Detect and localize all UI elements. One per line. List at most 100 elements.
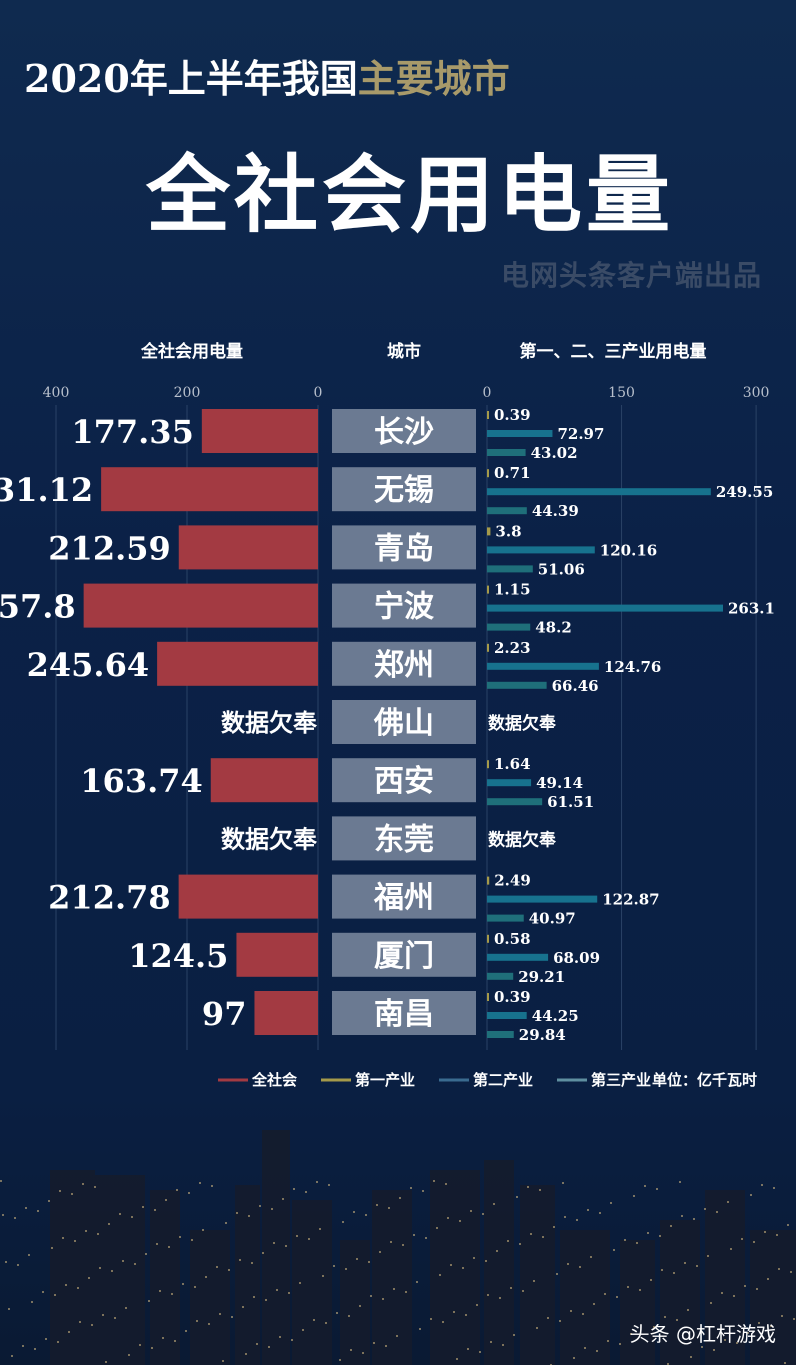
city-light bbox=[71, 1193, 73, 1195]
city-light bbox=[659, 1235, 661, 1237]
total-value-label: 97 bbox=[202, 995, 247, 1033]
city-light bbox=[527, 1186, 529, 1188]
city-light bbox=[333, 1265, 335, 1267]
city-light bbox=[176, 1189, 178, 1191]
title-highlight: 主要城市 bbox=[357, 56, 510, 101]
industry-bar bbox=[487, 488, 711, 496]
city-light bbox=[131, 1216, 133, 1218]
city-light bbox=[502, 1344, 504, 1346]
city-light bbox=[644, 1185, 646, 1187]
city-light bbox=[647, 1232, 649, 1234]
city-light bbox=[778, 1268, 780, 1270]
city-light bbox=[79, 1321, 81, 1323]
city-light bbox=[54, 1294, 56, 1296]
city-light bbox=[365, 1214, 367, 1216]
city-light bbox=[251, 1262, 253, 1264]
city-light bbox=[108, 1223, 110, 1225]
city-light bbox=[348, 1315, 350, 1317]
city-box bbox=[332, 641, 476, 686]
total-value-label: 124.5 bbox=[128, 937, 228, 975]
legend-label: 全社会 bbox=[251, 1071, 297, 1089]
city-light bbox=[91, 1324, 93, 1326]
industry-bar bbox=[487, 469, 489, 478]
city-light bbox=[273, 1242, 275, 1244]
total-value-label: 357.8 bbox=[0, 588, 76, 626]
city-light bbox=[624, 1239, 626, 1241]
city-light bbox=[373, 1342, 375, 1344]
industry-bar bbox=[487, 760, 489, 769]
legend-label: 第二产业 bbox=[473, 1071, 533, 1089]
missing-label: 数据欠奉 bbox=[221, 708, 318, 737]
industry-bar bbox=[487, 895, 598, 903]
city-light bbox=[710, 1302, 712, 1304]
industry-value-label: 0.39 bbox=[494, 988, 531, 1006]
city-light bbox=[122, 1260, 124, 1262]
missing-label: 数据欠奉 bbox=[488, 829, 557, 850]
city-light bbox=[556, 1273, 558, 1275]
city-light bbox=[325, 1322, 327, 1324]
city-light bbox=[453, 1311, 455, 1313]
city-label: 东莞 bbox=[374, 822, 434, 857]
city-light bbox=[533, 1280, 535, 1282]
city-light bbox=[670, 1225, 672, 1227]
city-light bbox=[399, 1197, 401, 1199]
city-label: 福州 bbox=[373, 881, 434, 916]
city-light bbox=[559, 1320, 561, 1322]
city-light bbox=[65, 1284, 67, 1286]
city-light bbox=[744, 1285, 746, 1287]
city-light bbox=[379, 1251, 381, 1253]
city-light bbox=[228, 1269, 230, 1271]
city-light bbox=[279, 1336, 281, 1338]
city-box bbox=[332, 525, 476, 570]
skyline-building bbox=[50, 1170, 95, 1365]
city-light bbox=[787, 1224, 789, 1226]
city-box bbox=[332, 758, 476, 803]
city-light bbox=[111, 1270, 113, 1272]
city-light bbox=[573, 1357, 575, 1359]
city-light bbox=[576, 1219, 578, 1221]
left-header: 全社会用电量 bbox=[140, 341, 243, 362]
city-light bbox=[253, 1296, 255, 1298]
total-bar bbox=[157, 641, 318, 686]
city-light bbox=[450, 1264, 452, 1266]
city-light bbox=[490, 1341, 492, 1343]
city-light bbox=[499, 1297, 501, 1299]
city-light bbox=[667, 1363, 669, 1365]
city-light bbox=[356, 1258, 358, 1260]
city-label: 无锡 bbox=[374, 473, 434, 508]
city-light bbox=[410, 1187, 412, 1189]
industry-value-label: 3.8 bbox=[495, 522, 521, 540]
city-light bbox=[168, 1246, 170, 1248]
industry-bar bbox=[487, 623, 531, 631]
city-light bbox=[693, 1218, 695, 1220]
city-light bbox=[405, 1291, 407, 1293]
city-light bbox=[8, 1308, 10, 1310]
total-bar bbox=[254, 991, 318, 1035]
skyline-building bbox=[520, 1185, 555, 1365]
city-light bbox=[716, 1211, 718, 1213]
city-light bbox=[530, 1233, 532, 1235]
city-light bbox=[447, 1217, 449, 1219]
city-light bbox=[239, 1259, 241, 1261]
city-label: 佛山 bbox=[373, 706, 434, 741]
city-light bbox=[661, 1269, 663, 1271]
city-light bbox=[741, 1238, 743, 1240]
left-tick-label: 400 bbox=[43, 385, 70, 401]
city-light bbox=[159, 1290, 161, 1292]
industry-value-label: 51.06 bbox=[538, 560, 585, 578]
industry-value-label: 124.76 bbox=[604, 658, 661, 676]
city-light bbox=[630, 1333, 632, 1335]
skyline-building bbox=[620, 1240, 655, 1365]
total-bar bbox=[178, 874, 318, 919]
city-light bbox=[439, 1274, 441, 1276]
missing-label: 数据欠奉 bbox=[221, 824, 318, 853]
total-value-label: 245.64 bbox=[27, 646, 149, 684]
city-light bbox=[114, 1317, 116, 1319]
city-light bbox=[747, 1332, 749, 1334]
city-light bbox=[296, 1235, 298, 1237]
title-line: 2020年上半年我国主要城市 bbox=[24, 48, 510, 103]
city-light bbox=[433, 1180, 435, 1182]
city-light bbox=[790, 1271, 792, 1273]
city-light bbox=[536, 1327, 538, 1329]
city-box bbox=[332, 932, 476, 977]
